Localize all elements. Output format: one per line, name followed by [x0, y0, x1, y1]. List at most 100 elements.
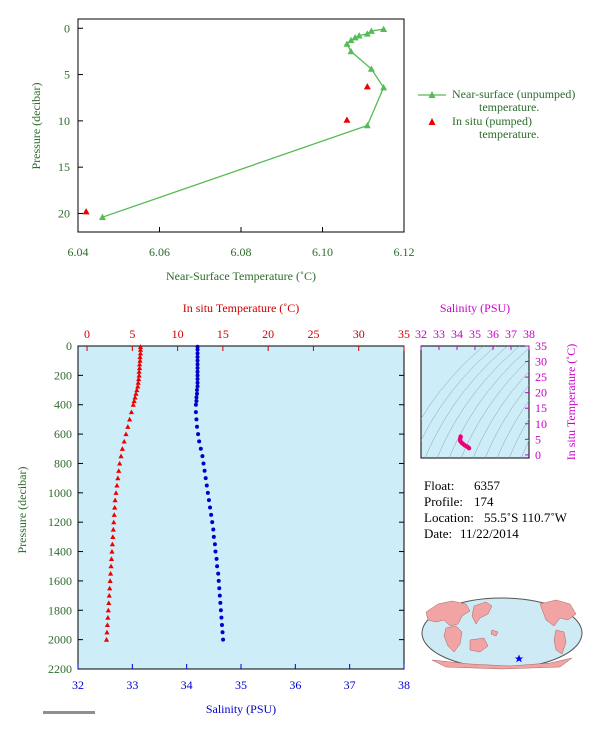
pressure-tick-label: 1400: [48, 545, 72, 559]
pressure-tick-label: 1200: [48, 515, 72, 529]
salinity-point: [218, 608, 223, 613]
temperature-point: [123, 431, 129, 437]
unpumped-temperature-point: [367, 27, 375, 34]
date-line: Date: 11/22/2014: [424, 526, 519, 541]
salinity-tick-label: 33: [126, 678, 138, 692]
temperature-tick-label: 25: [307, 327, 319, 341]
near-surface-x-tick-label: 6.12: [394, 245, 415, 259]
salinity-point: [195, 347, 200, 352]
profile-series: [103, 344, 226, 642]
near-surface-x-label: Near-Surface Temperature (˚C): [166, 269, 316, 283]
density-contour: [508, 418, 529, 458]
salinity-tick-label: 34: [181, 678, 193, 692]
salinity-point: [219, 615, 224, 620]
temperature-point: [137, 344, 144, 349]
near-surface-y-tick-label: 20: [58, 206, 70, 220]
density-contour: [472, 371, 529, 458]
temperature-point: [121, 438, 127, 444]
near-surface-y-tick-label: 0: [64, 21, 70, 35]
ts-plot-area: [420, 345, 530, 459]
temperature-tick-label: 30: [353, 327, 365, 341]
ts-salinity-label: Salinity (PSU): [440, 301, 510, 315]
salinity-tick-label: 38: [398, 678, 410, 692]
float-info: Float: 6357 Profile: 174 Location: 55.5˚S 1…: [424, 478, 568, 541]
salinity-point: [194, 417, 199, 422]
near-surface-y-axis: 0 5 10 15 20: [58, 21, 83, 220]
pumped-temperature-point: [363, 83, 371, 90]
unpumped-temperature-point: [367, 65, 375, 72]
temperature-point: [135, 380, 141, 385]
near-surface-x-tick-label: 6.06: [149, 245, 170, 259]
temperature-point: [108, 563, 114, 569]
salinity-tick-label: 32: [72, 678, 84, 692]
density-contour: [520, 440, 529, 458]
profile-temperature-axis: 0 5 10 15 20 25 30 35: [84, 327, 410, 351]
temperature-tick-label: 5: [129, 327, 135, 341]
ts-salinity-tick-label: 35: [469, 327, 481, 341]
pressure-tick-label: 2000: [48, 633, 72, 647]
salinity-point: [195, 351, 200, 356]
salinity-point: [202, 468, 207, 473]
salinity-point: [216, 578, 221, 583]
salinity-point: [197, 439, 202, 444]
ts-salinity-tick-label: 33: [433, 327, 445, 341]
density-contour: [436, 346, 521, 458]
salinity-point: [210, 520, 215, 525]
ts-temperature-tick-label: 10: [535, 417, 547, 431]
ts-salinity-tick-label: 36: [487, 327, 499, 341]
temperature-point: [118, 453, 124, 459]
temperature-point: [113, 490, 119, 495]
near-surface-x-tick-label: 6.04: [68, 245, 89, 259]
profile-pressure-label: Pressure (decibar): [15, 467, 29, 554]
temperature-point: [128, 409, 135, 415]
salinity-point: [206, 498, 211, 503]
salinity-point: [198, 446, 203, 451]
salinity-tick-label: 37: [344, 678, 356, 692]
temperature-point: [104, 629, 110, 635]
ts-density-contours: [421, 336, 601, 458]
temperature-point: [137, 358, 143, 363]
salinity-point: [195, 377, 200, 382]
salinity-point: [194, 395, 199, 400]
salinity-point: [209, 512, 214, 517]
density-contour: [421, 346, 497, 442]
temperature-point: [127, 416, 133, 422]
salinity-point: [216, 571, 221, 576]
near-surface-series: [82, 25, 388, 220]
density-contour: [460, 358, 529, 458]
temperature-point: [136, 372, 142, 378]
salinity-point: [193, 402, 198, 407]
temperature-point: [137, 350, 144, 356]
profile-panel: 0200400600800100012001400160018002000220…: [15, 301, 410, 716]
legend-label-unpumped: Near-surface (unpumped) temperature.: [452, 87, 578, 114]
temperature-point: [107, 585, 113, 591]
temperature-point: [106, 600, 112, 606]
unpumped-temperature-point: [343, 40, 351, 47]
temperature-point: [117, 460, 123, 466]
near-surface-x-tick-label: 6.10: [312, 245, 333, 259]
profile-pressure-axis: 0 200 400 600 800 1000 1200 1400 1600 1800 2000 220…: [48, 339, 404, 676]
salinity-point: [203, 476, 208, 481]
salinity-point: [217, 593, 222, 598]
salinity-point: [208, 505, 213, 510]
temperature-point: [105, 607, 111, 613]
ts-temperature-tick-label: 15: [535, 401, 547, 415]
ts-temperature-label: In situ Temperature (˚C): [564, 344, 578, 461]
pressure-tick-label: 0: [66, 339, 72, 353]
salinity-point: [195, 362, 200, 367]
salinity-point: [211, 527, 216, 532]
near-surface-y-tick-label: 5: [64, 68, 70, 82]
near-surface-x-tick-label: 6.08: [231, 245, 252, 259]
density-contour: [581, 336, 601, 458]
ts-point: [466, 446, 472, 451]
near-surface-x-axis: 6.04 6.06 6.08 6.10 6.12: [68, 227, 415, 259]
ts-series: [457, 434, 472, 451]
unpumped-temperature-point: [355, 32, 363, 39]
footer-stamp: [43, 711, 95, 714]
unpumped-temperature-point: [380, 84, 388, 91]
unpumped-temperature-point: [380, 25, 388, 32]
temperature-point: [137, 354, 143, 360]
temperature-point: [125, 424, 131, 429]
salinity-tick-label: 36: [289, 678, 301, 692]
